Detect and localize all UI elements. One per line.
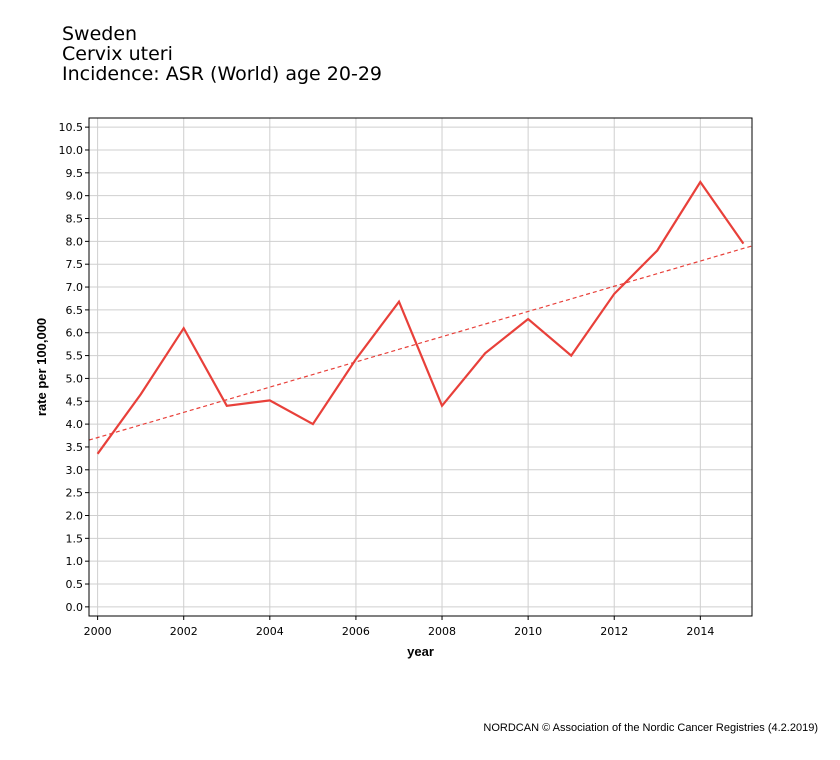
y-tick-label: 6.5 (66, 304, 84, 317)
line-chart: 0.0 0.5 1.0 1.5 2.0 2.5 3.0 3.5 4.0 4.5 5.0 5.5 6.0 6… (34, 117, 753, 659)
y-tick-label: 5.5 (66, 350, 84, 363)
copyright-credit: NORDCAN © Association of the Nordic Canc… (483, 722, 818, 734)
y-tick-label: 4.0 (66, 418, 84, 431)
y-tick-label: 2.0 (66, 509, 84, 522)
site-title: Cervix uteri (62, 43, 173, 65)
y-tick-label: 6.0 (66, 327, 84, 340)
incidence-line (96, 180, 745, 455)
chart-title-block: Sweden Cervix uteri Incidence: ASR (Worl… (62, 24, 382, 84)
y-tick-label: 1.0 (66, 555, 84, 568)
x-axis-label: year (407, 644, 434, 659)
x-tick-label: 2014 (686, 625, 714, 638)
y-tick-label: 4.5 (66, 395, 84, 408)
trend-line (88, 245, 753, 441)
grid-lines (89, 118, 752, 616)
series-group (88, 180, 753, 455)
y-tick-label: 7.0 (66, 281, 84, 294)
y-tick-label: 9.0 (66, 190, 84, 203)
measure-title: Incidence: ASR (World) age 20-29 (62, 63, 382, 85)
y-tick-label: 10.0 (59, 144, 84, 157)
x-tick-label: 2008 (428, 625, 456, 638)
y-tick-label: 0.5 (66, 578, 84, 591)
y-tick-label: 0.0 (66, 601, 84, 614)
y-tick-label: 7.5 (66, 258, 84, 271)
y-tick-label: 3.5 (66, 441, 84, 454)
y-tick-label: 8.5 (66, 213, 84, 226)
y-tick-label: 2.5 (66, 487, 84, 500)
x-tick-label: 2012 (600, 625, 628, 638)
y-axis-label: rate per 100,000 (34, 318, 49, 416)
x-tick-label: 2002 (170, 625, 198, 638)
y-tick-label: 9.5 (66, 167, 84, 180)
y-tick-label: 1.5 (66, 532, 84, 545)
y-tick-label: 5.0 (66, 372, 84, 385)
x-tick-label: 2000 (84, 625, 112, 638)
plot-area-frame (88, 117, 753, 617)
y-tick-label: 10.5 (59, 121, 84, 134)
x-tick-label: 2010 (514, 625, 542, 638)
y-tick-label: 3.0 (66, 464, 84, 477)
x-axis-ticks: 2000 2002 2004 2006 2008 2010 2012 2014 (84, 616, 714, 638)
y-tick-label: 8.0 (66, 235, 84, 248)
x-tick-label: 2006 (342, 625, 370, 638)
x-tick-label: 2004 (256, 625, 284, 638)
country-title: Sweden (62, 23, 138, 45)
y-axis-ticks: 0.0 0.5 1.0 1.5 2.0 2.5 3.0 3.5 4.0 4.5 5.0 5.5 6.0 6… (59, 121, 89, 614)
